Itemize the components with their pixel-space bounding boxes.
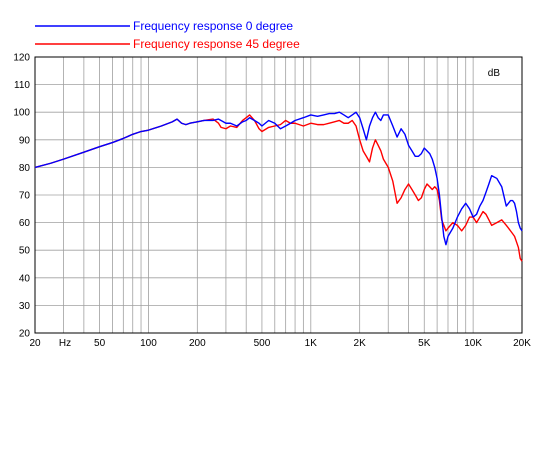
- x-tick-label: 20: [29, 338, 41, 349]
- y-tick-label: 30: [19, 301, 31, 312]
- plot-area: [34, 56, 523, 334]
- y-tick-label: 50: [19, 246, 31, 257]
- y-tick-label: 100: [13, 108, 30, 119]
- tick-labels: 20 30 40 50 60 70 80 90 100 110 120 20 50 100 200 500 1K…: [13, 53, 531, 350]
- y-tick-label: 20: [19, 329, 31, 340]
- y-tick-label: 60: [19, 218, 31, 229]
- x-tick-label: 20K: [513, 338, 531, 349]
- x-tick-label: 1K: [305, 338, 318, 349]
- x-tick-label: 100: [140, 338, 157, 349]
- legend-label-0deg: Frequency response 0 degree: [133, 19, 293, 33]
- legend: Frequency response 0 degree Frequency re…: [35, 19, 300, 51]
- y-tick-label: 90: [19, 135, 31, 146]
- y-tick-label: 80: [19, 163, 31, 174]
- x-tick-label: 10K: [464, 338, 482, 349]
- y-tick-label: 120: [13, 53, 30, 64]
- y-tick-label: 70: [19, 191, 31, 202]
- x-unit-label: Hz: [59, 338, 71, 349]
- x-tick-label: 2K: [354, 338, 367, 349]
- plot-frame: [34, 56, 523, 334]
- x-tick-label: 200: [189, 338, 206, 349]
- x-tick-label: 500: [254, 338, 271, 349]
- y-tick-label: 110: [14, 80, 30, 91]
- series-line-0deg: [34, 111, 523, 246]
- legend-label-45deg: Frequency response 45 degree: [133, 37, 300, 51]
- y-tick-label: 40: [19, 273, 31, 284]
- y-unit-label: dB: [488, 68, 501, 79]
- x-tick-label: 5K: [418, 338, 431, 349]
- x-tick-label: 50: [94, 338, 106, 349]
